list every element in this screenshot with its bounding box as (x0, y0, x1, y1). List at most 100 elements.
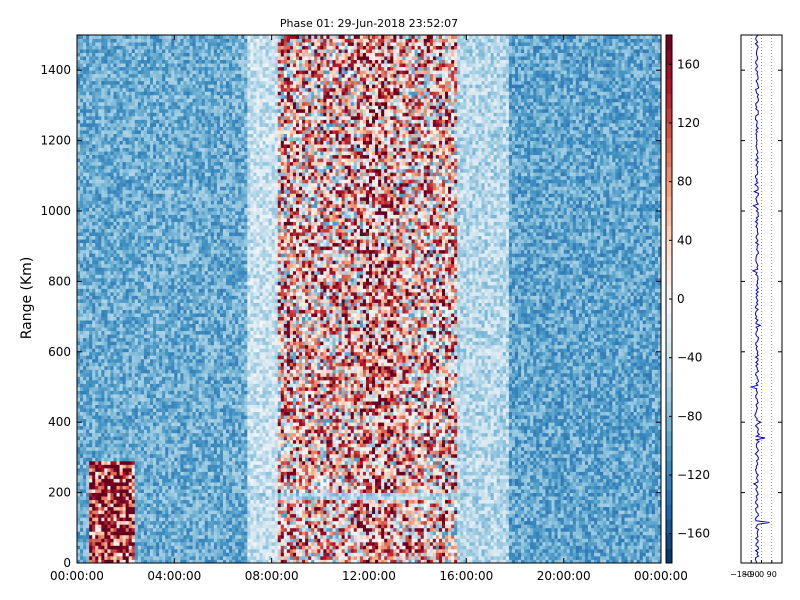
heatmap-cell (135, 63, 138, 67)
heatmap-cell (123, 450, 126, 454)
heatmap-cell (95, 98, 98, 102)
heatmap-cell (98, 123, 101, 127)
heatmap-cell (77, 225, 80, 229)
heatmap-cell (150, 387, 153, 391)
heatmap-cell (168, 200, 171, 204)
heatmap-cell (117, 292, 120, 296)
heatmap-cell (80, 429, 83, 433)
heatmap-cell (132, 250, 135, 254)
heatmap-cell (156, 130, 159, 134)
heatmap-cell (117, 63, 120, 67)
heatmap-cell (144, 345, 147, 349)
heatmap-cell (101, 507, 104, 511)
heatmap-cell (138, 84, 141, 88)
heatmap-cell (141, 507, 144, 511)
heatmap-cell (101, 500, 104, 504)
heatmap-cell (126, 179, 129, 183)
heatmap-cell (80, 81, 83, 85)
heatmap-cell (132, 510, 135, 514)
heatmap-cell (86, 264, 89, 268)
heatmap-cell (138, 556, 141, 560)
heatmap-cell (89, 496, 92, 500)
heatmap-cell (123, 521, 126, 525)
heatmap-cell (98, 426, 101, 430)
heatmap-cell (98, 493, 101, 497)
heatmap-cell (147, 440, 150, 444)
heatmap-cell (168, 158, 171, 162)
heatmap-cell (117, 84, 120, 88)
heatmap-cell (114, 130, 117, 134)
heatmap-cell (101, 450, 104, 454)
heatmap-cell (110, 35, 113, 39)
heatmap-cell (114, 517, 117, 521)
heatmap-cell (120, 482, 123, 486)
heatmap-cell (156, 232, 159, 236)
heatmap-cell (168, 35, 171, 39)
heatmap-cell (129, 320, 132, 324)
heatmap-cell (171, 496, 174, 500)
heatmap-cell (150, 264, 153, 268)
heatmap-cell (162, 264, 165, 268)
heatmap-cell (162, 229, 165, 233)
heatmap-cell (144, 447, 147, 451)
heatmap-cell (110, 500, 113, 504)
heatmap-cell (156, 98, 159, 102)
heatmap-cell (150, 295, 153, 299)
heatmap-cell (95, 271, 98, 275)
heatmap-cell (117, 440, 120, 444)
heatmap-cell (153, 88, 156, 92)
heatmap-cell (171, 88, 174, 92)
heatmap-cell (159, 109, 162, 113)
heatmap-cell (135, 521, 138, 525)
heatmap-cell (168, 503, 171, 507)
heatmap-cell (171, 493, 174, 497)
heatmap-cell (153, 552, 156, 556)
heatmap-cell (126, 412, 129, 416)
heatmap-cell (77, 60, 80, 64)
heatmap-cell (144, 102, 147, 106)
heatmap-cell (117, 162, 120, 166)
heatmap-cell (114, 148, 117, 152)
heatmap-cell (159, 225, 162, 229)
heatmap-cell (144, 352, 147, 356)
heatmap-cell (120, 53, 123, 57)
heatmap-cell (77, 151, 80, 155)
heatmap-cell (162, 257, 165, 261)
heatmap-cell (132, 398, 135, 402)
heatmap-cell (171, 134, 174, 138)
heatmap-cell (95, 232, 98, 236)
heatmap-cell (80, 162, 83, 166)
heatmap-cell (171, 500, 174, 504)
heatmap-cell (86, 299, 89, 303)
heatmap-cell (150, 545, 153, 549)
heatmap-cell (86, 450, 89, 454)
heatmap-cell (83, 401, 86, 405)
heatmap-cell (153, 391, 156, 395)
heatmap-cell (98, 303, 101, 307)
heatmap-cell (89, 355, 92, 359)
heatmap-cell (138, 49, 141, 53)
heatmap-cell (150, 338, 153, 342)
heatmap-cell (150, 355, 153, 359)
heatmap-cell (144, 70, 147, 74)
heatmap-cell (174, 70, 177, 74)
heatmap-cell (150, 331, 153, 335)
heatmap-cell (107, 320, 110, 324)
heatmap-cell (141, 422, 144, 426)
heatmap-cell (101, 461, 104, 465)
heatmap-cell (159, 373, 162, 377)
heatmap-cell (174, 408, 177, 412)
heatmap-cell (83, 552, 86, 556)
heatmap-cell (159, 179, 162, 183)
heatmap-cell (107, 373, 110, 377)
heatmap-cell (95, 46, 98, 50)
heatmap-cell (153, 426, 156, 430)
heatmap-cell (89, 450, 92, 454)
heatmap-cell (129, 376, 132, 380)
heatmap-cell (86, 281, 89, 285)
heatmap-cell (126, 239, 129, 243)
heatmap-cell (89, 211, 92, 215)
heatmap-cell (80, 500, 83, 504)
heatmap-cell (117, 366, 120, 370)
heatmap-cell (107, 507, 110, 511)
